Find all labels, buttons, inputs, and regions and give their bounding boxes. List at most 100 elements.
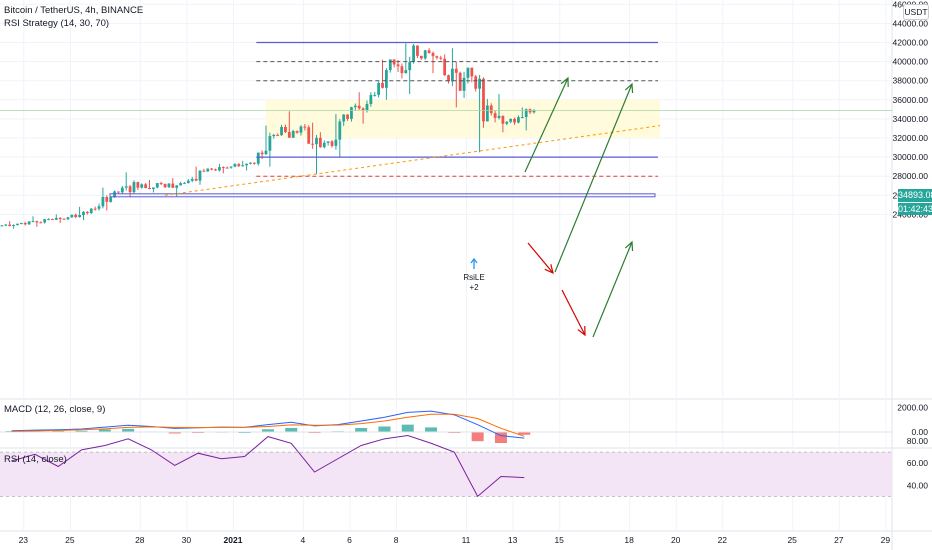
candle-body	[27, 221, 31, 225]
rsi-legend[interactable]: RSI (14, close)	[4, 454, 67, 465]
candle-body	[89, 208, 93, 214]
time-axis-label: 13	[508, 535, 518, 545]
candle-body	[198, 170, 202, 181]
candle-body	[451, 68, 454, 82]
macd-histogram-bar	[401, 424, 414, 432]
candle-body	[474, 76, 478, 89]
rsi-band	[0, 452, 892, 497]
candle-body	[342, 114, 346, 122]
rsi-axis-label: 40.00	[907, 480, 929, 490]
candle-body	[78, 214, 82, 218]
time-axis-label: 28	[135, 535, 145, 545]
candle-body	[171, 183, 175, 188]
candle-body	[311, 143, 315, 145]
macd-series-line	[11, 410, 525, 439]
candle-body	[132, 182, 136, 193]
candle-body	[12, 225, 15, 227]
bearish-arrow-head	[577, 325, 586, 337]
currency-button[interactable]: USDT	[903, 4, 929, 20]
candle-body	[520, 117, 524, 119]
bullish-arrow-head	[560, 76, 569, 88]
candle-body	[392, 59, 396, 65]
candle-body	[513, 118, 516, 123]
candle-body	[287, 132, 291, 138]
bullish-arrow-head	[624, 82, 634, 94]
candle-body	[454, 68, 458, 73]
candle-body	[0, 225, 4, 227]
rsi-axis-label: 80.00	[907, 436, 929, 446]
macd-histogram-bar	[355, 427, 368, 432]
candle-body	[346, 114, 349, 119]
candle-body	[439, 57, 443, 59]
macd-layer	[0, 410, 892, 444]
candle-body	[245, 163, 248, 166]
candle-body	[101, 197, 105, 207]
candle-body	[443, 58, 447, 76]
signal-label: RsiLE	[463, 273, 484, 282]
bar-countdown-tag: 01:42:43	[898, 203, 932, 215]
candle-body	[8, 224, 12, 227]
candle-body	[361, 108, 365, 111]
candle-body	[190, 178, 194, 181]
bearish-arrow-head	[544, 264, 554, 275]
macd-histogram-bar	[518, 432, 531, 435]
trendline	[164, 125, 661, 196]
macd-histogram-bar	[378, 426, 391, 432]
candles-layer	[0, 43, 536, 229]
candle-body	[357, 105, 361, 109]
main-legend: Bitcoin / TetherUS, 4h, BINANCE RSI Stra…	[4, 5, 143, 30]
candle-body	[322, 142, 326, 148]
candle-body	[210, 168, 214, 170]
time-axis-label: 2021	[224, 535, 243, 545]
signal-arrow-head	[470, 257, 478, 264]
candle-body	[58, 217, 62, 219]
drawings-back-layer	[265, 99, 660, 138]
candle-body	[315, 137, 318, 145]
candle-body	[423, 50, 427, 59]
signal-sublabel: +2	[469, 283, 479, 292]
time-axis-label: 11	[462, 535, 471, 545]
candle-body	[485, 105, 489, 122]
symbol-title[interactable]: Bitcoin / TetherUS, 4h, BINANCE	[4, 5, 144, 16]
candle-body	[51, 219, 54, 221]
strategy-label[interactable]: RSI Strategy (14, 30, 70)	[4, 17, 110, 29]
time-axis-label: 15	[554, 535, 564, 545]
candle-body	[330, 141, 334, 146]
candle-body	[128, 186, 132, 193]
candle-body	[105, 197, 109, 202]
candle-body	[369, 95, 373, 105]
candle-body	[505, 121, 509, 124]
candle-body	[97, 206, 101, 209]
candle-body	[268, 136, 272, 151]
candle-body	[47, 219, 50, 221]
candle-body	[113, 191, 116, 198]
candle-body	[291, 131, 295, 138]
candle-body	[144, 184, 148, 188]
price-axis-label: 32000.00	[893, 133, 929, 143]
candle-body	[35, 221, 39, 223]
macd-histogram-bar	[471, 432, 484, 442]
candle-body	[388, 59, 392, 71]
candle-body	[377, 82, 381, 95]
candle-body	[151, 187, 155, 189]
candle-body	[264, 150, 268, 155]
time-axis-label: 22	[718, 535, 728, 545]
time-axis-label: 29	[881, 535, 891, 545]
macd-legend[interactable]: MACD (12, 26, close, 9)	[4, 404, 106, 415]
candle-body	[307, 127, 311, 144]
time-axis-label: 23	[19, 535, 29, 545]
signal-series-line	[11, 413, 525, 437]
candle-body	[183, 182, 186, 184]
candle-body	[16, 223, 19, 226]
price-axis-label: 36000.00	[893, 95, 929, 105]
candle-body	[400, 66, 404, 74]
candle-body	[416, 45, 419, 56]
candle-body	[159, 183, 163, 185]
bullish-arrow	[524, 77, 569, 173]
candle-body	[501, 115, 505, 124]
candle-body	[478, 78, 481, 89]
time-axis-label: 8	[394, 535, 399, 545]
candle-body	[31, 221, 35, 223]
macd-histogram-bar	[425, 427, 438, 432]
